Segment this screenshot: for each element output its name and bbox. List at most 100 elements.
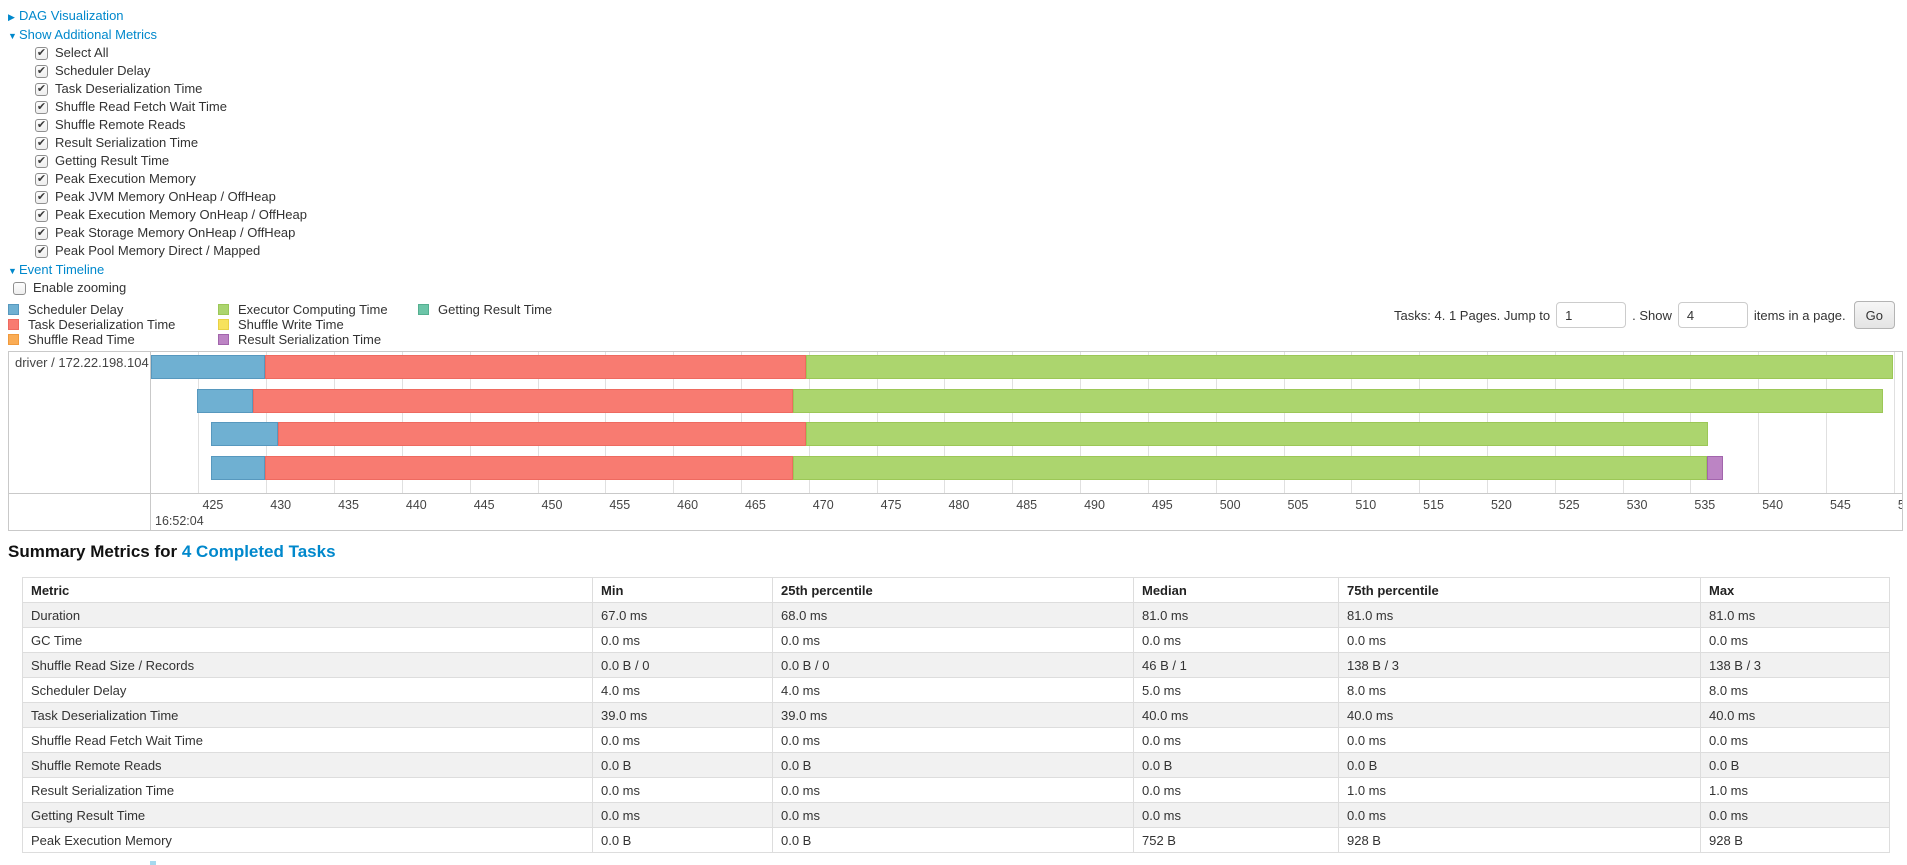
disclosure-collapsed-icon: ▶ [8,12,15,22]
legend-label: Getting Result Time [438,302,553,317]
dag-visualization-link[interactable]: DAG Visualization [19,8,124,23]
metric-value-cell: 0.0 ms [772,727,1134,753]
metric-checkbox-peak-pool-memory-direct-mapped[interactable]: ✔ [35,244,48,258]
task-bar-segment-executor-computing[interactable] [806,355,1893,379]
metric-value-cell: 0.0 B [1133,752,1339,778]
task-bar-segment-scheduler-delay[interactable] [210,422,279,446]
task-bar-segment-executor-computing[interactable] [806,422,1709,446]
legend-label: Result Serialization Time [238,332,382,347]
metric-value-cell: 5.0 ms [1133,677,1339,703]
task-bar-segment-scheduler-delay[interactable] [210,456,265,480]
event-timeline-chart[interactable]: driver / 172.22.198.104 16:52:04 425 430 4… [8,351,1903,531]
summary-heading-text: Summary Metrics for [8,542,178,561]
task-bar-segment-scheduler-delay[interactable] [151,355,265,379]
metric-name-cell: Shuffle Remote Reads [22,752,593,778]
legend-swatch-icon [8,304,19,315]
task-bar-segment-executor-computing[interactable] [792,456,1707,480]
summary-column-header: Median [1133,577,1339,603]
metric-checkbox-row: ✔ Peak Pool Memory Direct / Mapped [35,242,1907,260]
show-additional-metrics-link[interactable]: Show Additional Metrics [19,27,158,42]
timeline-axis-label-spacer [9,494,151,530]
metric-value-cell: 81.0 ms [1338,602,1701,628]
task-bar-segment-result-serialization[interactable] [1706,456,1723,480]
jump-to-page-input[interactable] [1556,302,1627,328]
axis-tick-label: 435 [338,498,359,512]
show-additional-metrics-toggle[interactable]: ▼ Show Additional Metrics [8,25,1907,44]
legend-swatch-icon [8,334,19,345]
task-bar-segment-task-deserialization[interactable] [264,355,807,379]
metric-value-cell: 0.0 ms [1133,727,1339,753]
metric-value-cell: 0.0 ms [1133,802,1339,828]
metric-value-cell: 8.0 ms [1700,677,1890,703]
metric-value-cell: 67.0 ms [592,602,773,628]
metric-value-cell: 39.0 ms [772,702,1134,728]
metric-value-cell: 0.0 ms [1133,777,1339,803]
pagination-mid-text: . Show [1632,307,1672,323]
metric-checkbox-scheduler-delay[interactable]: ✔ [35,64,48,78]
metric-name-cell: Shuffle Read Size / Records [22,652,593,678]
axis-gridline [1758,352,1760,493]
legend-label: Shuffle Read Time [28,332,135,347]
metric-name-cell: Peak Execution Memory [22,827,593,853]
legend-label: Scheduler Delay [28,302,124,317]
summary-table-row: Shuffle Read Fetch Wait Time 0.0 ms 0.0 ms… [22,727,1890,753]
metric-checkbox-select-all[interactable]: ✔ [35,46,48,60]
legend-swatch-icon [8,319,19,330]
metric-value-cell: 0.0 B / 0 [592,652,773,678]
task-bar-segment-task-deserialization[interactable] [252,389,793,413]
metric-value-cell: 0.0 ms [772,627,1134,653]
metric-value-cell: 0.0 ms [1338,727,1701,753]
pagination-summary-text: Tasks: 4. 1 Pages. Jump to [1394,307,1551,323]
metric-checkbox-task-deserialization-time[interactable]: ✔ [35,82,48,96]
metric-checkbox-label: Select All [55,45,109,60]
metric-checkbox-peak-storage-memory-onheap-offheap[interactable]: ✔ [35,226,48,240]
task-bar-segment-executor-computing[interactable] [792,389,1883,413]
axis-tick-label: 550 [1897,498,1902,512]
metric-checkbox-row: ✔ Peak Storage Memory OnHeap / OffHeap [35,224,1907,242]
summary-metrics-table: Metric Min 25th percentile Median 75th perce… [22,577,1890,853]
metric-value-cell: 0.0 ms [1700,627,1890,653]
metric-checkbox-getting-result-time[interactable]: ✔ [35,154,48,168]
metric-value-cell: 0.0 ms [1700,802,1890,828]
dag-visualization-toggle[interactable]: ▶ DAG Visualization [8,6,1907,25]
completed-tasks-link[interactable]: 4 Completed Tasks [181,542,336,561]
event-timeline-toggle[interactable]: ▼ Event Timeline [8,260,1907,279]
metric-name-cell: Task Deserialization Time [22,702,593,728]
task-bar-segment-task-deserialization[interactable] [278,422,807,446]
metric-value-cell: 46 B / 1 [1133,652,1339,678]
axis-tick-label: 530 [1626,498,1648,512]
enable-zooming-checkbox[interactable] [13,281,26,295]
items-per-page-input[interactable] [1677,302,1748,328]
summary-table-row: Task Deserialization Time 39.0 ms 39.0 ms 4… [22,702,1890,728]
summary-table-row: Scheduler Delay 4.0 ms 4.0 ms 5.0 ms 8.0 ms 8… [22,677,1890,703]
metric-value-cell: 928 B [1338,827,1701,853]
task-bar-segment-task-deserialization[interactable] [264,456,793,480]
event-timeline-link[interactable]: Event Timeline [19,262,105,277]
metric-checkbox-peak-execution-memory-onheap-offheap[interactable]: ✔ [35,208,48,222]
metric-value-cell: 138 B / 3 [1338,652,1701,678]
metric-checkbox-shuffle-remote-reads[interactable]: ✔ [35,118,48,132]
metric-checkbox-result-serialization-time[interactable]: ✔ [35,136,48,150]
summary-table-row: Getting Result Time 0.0 ms 0.0 ms 0.0 ms 0.0… [22,802,1890,828]
metric-value-cell: 0.0 ms [1133,627,1339,653]
metric-checkbox-label: Peak Execution Memory OnHeap / OffHeap [55,207,307,222]
metric-value-cell: 752 B [1133,827,1339,853]
task-bar-segment-scheduler-delay[interactable] [197,389,253,413]
metric-checkbox-label: Peak Execution Memory [55,171,196,186]
legend-item: Shuffle Write Time [218,317,404,332]
metric-checkbox-label: Shuffle Read Fetch Wait Time [55,99,227,114]
timeline-plot-area[interactable] [151,352,1902,493]
metric-checkbox-shuffle-read-fetch-wait-time[interactable]: ✔ [35,100,48,114]
summary-column-header: 25th percentile [772,577,1134,603]
legend-label: Shuffle Write Time [238,317,344,332]
summary-column-header: Metric [22,577,593,603]
metric-checkbox-peak-jvm-memory-onheap-offheap[interactable]: ✔ [35,190,48,204]
stage-controls: ▶ DAG Visualization ▼ Show Additional Metr… [0,0,1907,297]
summary-column-header: 75th percentile [1338,577,1701,603]
metric-checkbox-peak-execution-memory[interactable]: ✔ [35,172,48,186]
go-button[interactable]: Go [1853,301,1895,329]
metric-checkbox-label: Peak Pool Memory Direct / Mapped [55,243,261,258]
legend-swatch-icon [418,304,429,315]
metric-value-cell: 138 B / 3 [1700,652,1890,678]
legend-item: Task Deserialization Time [8,317,204,332]
